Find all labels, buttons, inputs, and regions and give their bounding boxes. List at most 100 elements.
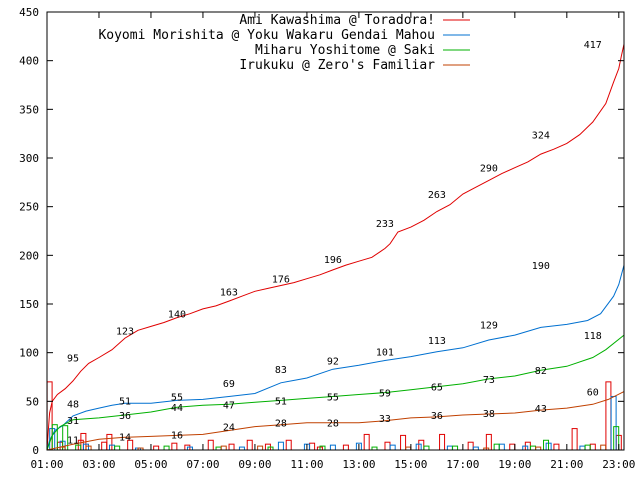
series-3-value-label: 33 [379, 414, 391, 425]
y-tick-label: 400 [19, 55, 39, 68]
series-1-value-label: 55 [171, 392, 183, 403]
series-0-histogram-bar [246, 439, 253, 451]
series-0-histogram-bar [171, 442, 178, 451]
series-0-histogram-bar [400, 434, 407, 451]
series-3-value-label: 24 [223, 423, 235, 434]
series-2-value-label: 31 [67, 416, 79, 427]
series-1-histogram-bar [329, 444, 336, 451]
series-3-value-label: 14 [119, 432, 131, 443]
series-2-value-label: 82 [535, 366, 547, 377]
series-0-value-label: 140 [168, 310, 186, 321]
series-2-histogram-bar [493, 443, 500, 451]
y-tick-label: 250 [19, 201, 39, 214]
x-tick-label: 21:00 [550, 458, 583, 471]
y-tick-label: 100 [19, 347, 39, 360]
series-1-histogram-bar [277, 441, 284, 451]
series-0-value-label: 417 [584, 40, 602, 51]
series-1-value-label: 69 [223, 379, 235, 390]
series-1-value-label: 101 [376, 348, 394, 359]
series-0-value-label: 263 [428, 190, 446, 201]
x-tick-label: 13:00 [342, 458, 375, 471]
series-0-histogram-bar [153, 445, 160, 451]
series-2-value-label: 51 [275, 396, 287, 407]
series-0-value-label: 290 [480, 164, 498, 175]
legend-label: Miharu Yoshitome @ Saki [255, 43, 435, 58]
y-tick-label: 300 [19, 152, 39, 165]
legend-label: Koyomi Morishita @ Yoku Wakaru Gendai Ma… [98, 28, 435, 43]
legend: Ami Kawashima @ Toradora!Koyomi Morishit… [98, 13, 470, 73]
series-1-value-label: 51 [119, 396, 131, 407]
series-0-histogram-bar [589, 443, 596, 451]
plot-frame [46, 11, 625, 451]
y-tick-label: 200 [19, 249, 39, 262]
series-1-histogram-bar [446, 445, 453, 451]
series-0-value-label: 95 [67, 354, 79, 365]
series-0-histogram-bar [228, 443, 235, 451]
legend-label: Ami Kawashima @ Toradora! [239, 13, 435, 28]
y-tick-label: 450 [19, 6, 39, 19]
series-1-histogram-bar [579, 445, 586, 451]
x-tick-label: 07:00 [186, 458, 219, 471]
series-1-value-label: 129 [480, 320, 498, 331]
axis-ticks: 0 50 100 150 200 250 300 350 400 450 01:00 03:00 05:… [19, 6, 635, 471]
series-2-value-label: 36 [119, 411, 131, 422]
series-2-value-label: 44 [171, 403, 183, 414]
series-2-value-label: 118 [584, 331, 602, 342]
y-tick-label: 350 [19, 103, 39, 116]
series-2-histogram-bar [423, 445, 430, 451]
series-0-histogram-bar [342, 444, 349, 451]
series-3-histogram-bar [220, 445, 227, 451]
series-1-value-label: 83 [275, 365, 287, 376]
series-0-histogram-bar [384, 441, 391, 451]
series-3-value-label: 60 [587, 388, 599, 399]
series-0-histogram-bar [207, 439, 214, 451]
series-1-value-label: 190 [532, 261, 550, 272]
series-0-value-label: 176 [272, 275, 290, 286]
series-0-histogram-bar [285, 439, 292, 451]
x-tick-label: 19:00 [498, 458, 531, 471]
series-0-histogram-bar [309, 442, 316, 451]
series-2-value-label: 73 [483, 375, 495, 386]
x-tick-label: 11:00 [290, 458, 323, 471]
x-tick-label: 17:00 [446, 458, 479, 471]
series-0-histogram-bar [509, 443, 516, 451]
series-2-histogram-bar [163, 445, 170, 451]
series-3-histogram-bar [257, 445, 264, 451]
series-3-value-label: 43 [535, 404, 547, 415]
series-2-histogram-bar [530, 445, 537, 451]
series-1-line [46, 264, 625, 451]
series-0-histogram-bar [101, 441, 108, 451]
series-3-histogram-bar [600, 444, 607, 451]
series-0-histogram-bar [467, 441, 474, 451]
series-0-histogram-bar [439, 433, 446, 451]
x-tick-label: 05:00 [134, 458, 167, 471]
series-3-value-label: 11 [67, 435, 79, 446]
y-tick-label: 0 [32, 444, 39, 457]
series-3-value-label: 16 [171, 430, 183, 441]
series-3-line [46, 391, 625, 451]
y-tick-label: 50 [26, 395, 39, 408]
series-1-value-label: 48 [67, 399, 79, 410]
series-2-histogram-bar [584, 444, 591, 451]
series-2-histogram-bar [452, 445, 459, 451]
series-1-value-label: 92 [327, 356, 339, 367]
x-tick-label: 03:00 [82, 458, 115, 471]
series-2-value-label: 47 [223, 400, 235, 411]
series-0-value-label: 123 [116, 326, 134, 337]
series-0-value-label: 163 [220, 287, 238, 298]
series-0-histogram-bar [605, 381, 612, 451]
series-0-value-label: 324 [532, 131, 550, 142]
x-tick-label: 23:00 [602, 458, 635, 471]
series-3-value-label: 28 [275, 419, 287, 430]
series-0-value-label: 233 [376, 219, 394, 230]
series-0-histogram-bar [571, 428, 578, 451]
series-1-value-label: 113 [428, 336, 446, 347]
series-0-value-label: 196 [324, 255, 342, 266]
series-0-line [46, 43, 625, 451]
x-tick-label: 01:00 [30, 458, 63, 471]
series-2-histogram-bar [114, 445, 121, 451]
y-tick-label: 150 [19, 298, 39, 311]
series-2-value-label: 59 [379, 389, 391, 400]
series-2-value-label: 65 [431, 383, 443, 394]
